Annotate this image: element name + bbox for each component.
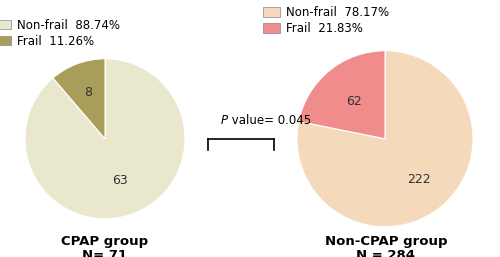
Text: value= 0.045: value= 0.045 (228, 114, 312, 127)
Legend: Non-frail  88.74%, Frail  11.26%: Non-frail 88.74%, Frail 11.26% (0, 19, 120, 48)
Wedge shape (25, 59, 185, 219)
Text: CPAP group: CPAP group (62, 235, 148, 248)
Text: N= 71: N= 71 (82, 249, 128, 257)
Wedge shape (298, 51, 385, 139)
Text: P: P (221, 114, 228, 127)
Text: N = 284: N = 284 (356, 249, 416, 257)
Legend: Non-frail  78.17%, Frail  21.83%: Non-frail 78.17%, Frail 21.83% (264, 6, 389, 35)
Wedge shape (53, 59, 105, 139)
Text: Non-CPAP group: Non-CPAP group (325, 235, 448, 248)
Text: 62: 62 (346, 95, 362, 108)
Text: 8: 8 (84, 86, 92, 99)
Wedge shape (297, 51, 473, 227)
Text: 63: 63 (112, 173, 128, 187)
Text: 222: 222 (406, 173, 430, 186)
